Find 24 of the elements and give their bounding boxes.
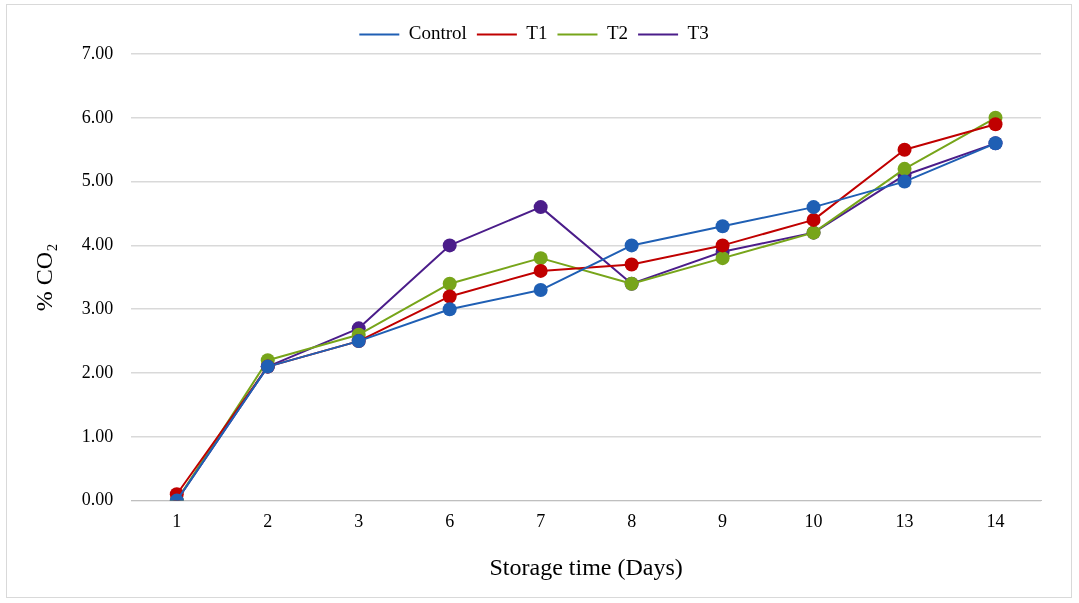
x-tick-label: 6 — [445, 511, 455, 532]
x-tick-label: 13 — [895, 511, 914, 532]
x-tick-label: 2 — [263, 511, 273, 532]
y-axis-title: % CO₂ — [30, 243, 57, 312]
legend-label: Control — [408, 22, 467, 44]
y-tick-label: 2.00 — [81, 361, 114, 382]
x-axis-title: Storage time (Days) — [489, 553, 683, 580]
y-tick-label: 3.00 — [81, 297, 114, 318]
y-tick-label: 7.00 — [81, 42, 114, 63]
x-tick-label: 10 — [804, 511, 823, 532]
legend-label: T3 — [687, 22, 709, 44]
x-tick-label: 7 — [536, 511, 546, 532]
y-tick-label: 1.00 — [81, 425, 114, 446]
legend-label: T2 — [606, 22, 629, 44]
x-tick-label: 14 — [986, 511, 1005, 532]
y-tick-label: 4.00 — [81, 234, 114, 255]
x-tick-label: 8 — [627, 511, 637, 532]
y-tick-label: 5.00 — [81, 170, 114, 191]
x-tick-label: 9 — [718, 511, 728, 532]
y-tick-label: 6.00 — [81, 106, 114, 127]
legend-label: T1 — [526, 22, 548, 44]
y-tick-label: 0.00 — [81, 489, 114, 510]
x-tick-label: 3 — [354, 511, 364, 532]
x-tick-label: 1 — [172, 511, 182, 532]
